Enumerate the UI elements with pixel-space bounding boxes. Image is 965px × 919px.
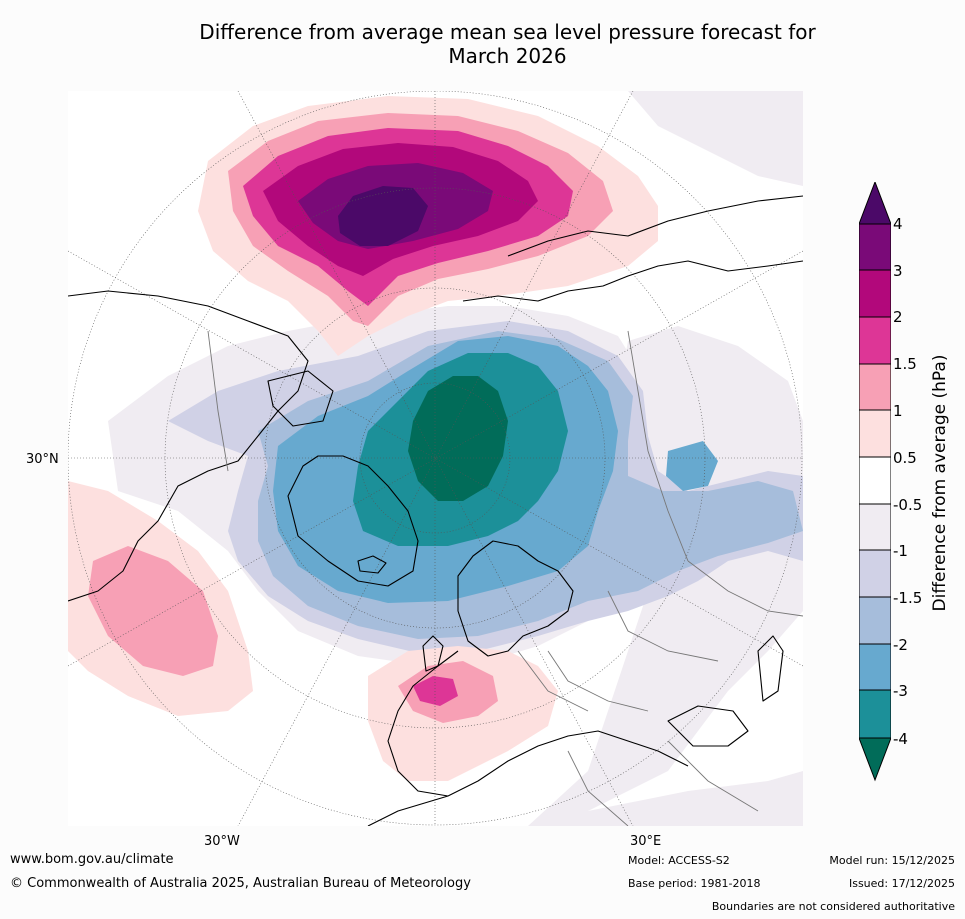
colorbar-tick-m4: -4 [893, 730, 908, 748]
colorbar-tick-m1-5: -1.5 [893, 589, 923, 607]
coast-canadian-arctic [68, 290, 309, 602]
colorbar-band-neutral [859, 457, 891, 504]
colorbar-band-2-3 [859, 270, 891, 317]
colorbar-band-m3-m2 [859, 644, 891, 690]
anomaly-neg-2-east-cell [666, 441, 718, 491]
title-line-1: Difference from average mean sea level p… [199, 20, 816, 44]
colorbar-band-m4-m3 [859, 690, 891, 738]
footer-model-run: Model run: 15/12/2025 [829, 854, 955, 867]
colorbar-title: Difference from average (hPa) [930, 354, 950, 612]
footer-model: Model: ACCESS-S2 [628, 854, 730, 867]
coast-iceland [357, 555, 387, 574]
coast-siberia [462, 260, 803, 302]
colorbar-tick-3: 3 [893, 262, 903, 280]
colorbar-tick-1-5: 1.5 [893, 355, 917, 373]
coast-siberia-north [507, 195, 803, 257]
anomaly-pos-4 [338, 186, 428, 246]
lat-label-30n: 30°N [26, 452, 59, 467]
anomaly-pos-1-5-europe [413, 676, 458, 706]
colorbar [858, 180, 892, 784]
coast-black-sea [667, 705, 749, 747]
colorbar-tick-0-5: 0.5 [893, 449, 917, 467]
colorbar-under-triangle [859, 738, 891, 780]
graticule [68, 91, 803, 826]
coast-britain [422, 635, 444, 672]
colorbar-tick-2: 2 [893, 308, 903, 326]
colorbar-tick-m3: -3 [893, 682, 908, 700]
coast-scandinavia [457, 540, 574, 657]
colorbar-tick-m1: -1 [893, 542, 908, 560]
anomaly-neg-0-5-lavender-ne [628, 91, 803, 186]
coast-greenland [287, 455, 419, 587]
colorbar-band-m1-m0-5 [859, 504, 891, 550]
anomaly-neg-4 [408, 376, 508, 501]
lon-label-30e: 30°E [630, 834, 662, 849]
colorbar-band-gt3 [859, 224, 891, 270]
coast-n-africa [367, 795, 449, 826]
pressure-anomaly-map [68, 91, 803, 826]
colorbar-band-0-5-1 [859, 410, 891, 457]
colorbar-band-1-1-5 [859, 364, 891, 410]
anomaly-pos-1-atlantic [88, 546, 218, 676]
footer-url[interactable]: www.bom.gov.au/climate [10, 852, 174, 867]
colorbar-band-m2-m1-5 [859, 597, 891, 644]
map-title: Difference from average mean sea level p… [160, 20, 855, 68]
colorbar-tick-1: 1 [893, 402, 903, 420]
colorbar-band-1-5-2 [859, 317, 891, 364]
colorbar-tick-m2: -2 [893, 636, 908, 654]
coastlines [68, 195, 803, 826]
coast-caspian [757, 635, 784, 702]
coast-canada-islands [267, 370, 334, 427]
footer-copyright: © Commonwealth of Australia 2025, Austra… [10, 876, 471, 891]
footer-issued: Issued: 17/12/2025 [848, 877, 955, 890]
colorbar-tick-m0-5: -0.5 [893, 496, 923, 514]
colorbar-tick-4: 4 [893, 215, 903, 233]
colorbar-over-triangle [859, 182, 891, 224]
country-boundaries [207, 330, 803, 826]
title-line-2: March 2026 [448, 44, 567, 68]
lon-label-30w: 30°W [204, 834, 240, 849]
footer-disclaimer: Boundaries are not considered authoritat… [711, 900, 955, 913]
coast-europe-west [387, 650, 689, 797]
colorbar-band-m1-5-m1 [859, 550, 891, 597]
footer-base-period: Base period: 1981-2018 [628, 877, 761, 890]
